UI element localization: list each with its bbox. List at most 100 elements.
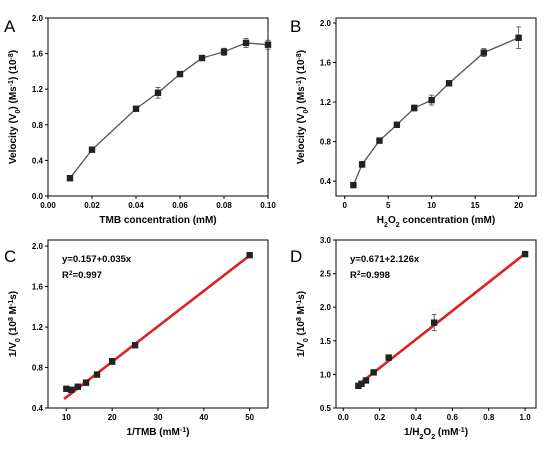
y-axis-label: 1/V0 (108 M-1s) <box>8 291 22 357</box>
y-tick-label: 2.0 <box>32 14 44 23</box>
data-point <box>74 383 81 390</box>
r-squared-label: R2=0.997 <box>62 270 102 282</box>
fit-line <box>357 252 526 387</box>
data-point <box>176 70 184 78</box>
fit-equation: y=0.671+2.126x <box>350 254 420 265</box>
panel-label: A <box>4 17 16 36</box>
x-tick-label: 0.04 <box>128 201 144 210</box>
x-axis-label: 1/H2O2 (mM-1) <box>404 427 468 441</box>
chart-panel-c: C 10 20 30 40 50 0.4 0.8 1.2 1.6 2.0 1/TMB (mM-1) 1/… <box>4 239 269 439</box>
x-tick-label: 30 <box>154 413 163 422</box>
data-point <box>385 354 392 361</box>
data-point <box>66 175 74 182</box>
y-tick-label: 1.6 <box>32 283 44 292</box>
x-tick-label: 0.2 <box>374 413 386 422</box>
x-tick-label: 0 <box>342 201 347 210</box>
y-tick-label: 0.8 <box>32 364 44 373</box>
series-line <box>69 42 269 179</box>
y-axis-label: Velocity (V0) (Ms-1) (10-8) <box>296 50 310 164</box>
x-tick-label: 20 <box>108 413 117 422</box>
series-line <box>352 37 519 186</box>
x-axis-label: H2O2 concentration (mM) <box>377 215 495 229</box>
y-tick-label: 3.0 <box>320 236 332 245</box>
y-tick-label: 2.0 <box>320 303 332 312</box>
y-tick-label: 1.2 <box>32 323 44 332</box>
panel-label: B <box>290 17 301 36</box>
data-point <box>131 342 139 349</box>
data-point <box>88 146 96 153</box>
data-point <box>220 48 228 56</box>
data-point <box>242 39 250 47</box>
x-tick-label: 40 <box>199 413 208 422</box>
x-tick-label: 0.0 <box>338 413 350 422</box>
y-tick-label: 0.8 <box>32 121 44 130</box>
y-tick-label: 0.4 <box>32 156 44 165</box>
fit-equation: y=0.157+0.035x <box>62 254 132 265</box>
chart-panel-d: D 0.0 0.2 0.4 0.6 0.8 1.0 0.5 1.0 1.5 2.0 2.5 3.0 1/H… <box>290 236 537 441</box>
data-point <box>93 371 101 378</box>
x-tick-label: 0.6 <box>447 413 459 422</box>
x-tick-label: 0.4 <box>410 413 422 422</box>
data-point <box>198 54 206 62</box>
y-tick-label: 0.0 <box>32 192 44 201</box>
y-tick-label: 0.4 <box>32 404 44 413</box>
x-tick-label: 15 <box>471 201 480 210</box>
x-tick-label: 0.06 <box>172 201 188 210</box>
data-point <box>264 41 272 48</box>
x-tick-label: 0.00 <box>40 201 56 210</box>
x-tick-label: 5 <box>386 201 391 210</box>
y-tick-label: 1.5 <box>320 337 332 346</box>
y-tick-label: 1.6 <box>32 50 44 59</box>
plot-frame <box>47 17 269 197</box>
y-tick-label: 2.0 <box>32 242 44 251</box>
y-tick-label: 1.6 <box>320 59 332 68</box>
data-point <box>521 250 529 258</box>
data-point <box>358 380 365 388</box>
data-point <box>480 49 488 56</box>
chart-panel-a: A 0.00 0.02 0.04 0.06 0.08 0.10 0.0 0.4 0.8 1.2 1.6… <box>4 14 276 226</box>
panel-label: D <box>290 247 302 266</box>
data-point <box>393 121 401 128</box>
data-point <box>132 105 140 112</box>
data-point <box>430 319 438 326</box>
data-point <box>68 386 75 393</box>
chart-panel-b: B 0 5 10 15 20 0.4 0.8 1.2 1.6 2.0 H2O2 concentrati… <box>290 17 537 229</box>
data-point <box>154 89 162 96</box>
data-point <box>246 251 253 259</box>
data-point <box>350 181 357 189</box>
data-point <box>370 369 377 376</box>
data-point <box>358 161 366 168</box>
r-squared-label: R2=0.998 <box>350 270 390 282</box>
data-point <box>515 34 522 41</box>
x-tick-label: 0.8 <box>483 413 495 422</box>
data-point <box>445 80 453 87</box>
y-tick-label: 0.8 <box>320 138 332 147</box>
y-tick-label: 0.5 <box>320 404 332 413</box>
y-tick-label: 1.2 <box>32 85 44 94</box>
plot-frame <box>335 17 537 197</box>
x-tick-label: 10 <box>427 201 436 210</box>
data-point <box>376 137 383 144</box>
x-axis-label: TMB concentration (mM) <box>99 215 216 226</box>
x-axis-label: 1/TMB (mM-1) <box>127 427 190 439</box>
y-axis-label: Velocity (V0) (Ms-1) (10-8) <box>8 50 22 164</box>
x-tick-label: 0.10 <box>260 201 276 210</box>
panel-label: C <box>4 247 16 266</box>
data-point <box>82 379 90 386</box>
y-tick-label: 1.0 <box>320 370 332 379</box>
data-point <box>411 104 418 112</box>
x-tick-label: 0.08 <box>216 201 232 210</box>
x-tick-label: 50 <box>245 413 254 422</box>
x-tick-label: 1.0 <box>520 413 532 422</box>
x-tick-label: 20 <box>514 201 523 210</box>
y-axis-label: 1/V0 (108 M-1s) <box>296 291 310 357</box>
data-point <box>428 96 435 104</box>
plot-frame <box>335 239 537 409</box>
x-tick-label: 0.02 <box>84 201 100 210</box>
y-tick-label: 2.5 <box>320 270 332 279</box>
data-point <box>362 377 370 384</box>
x-tick-label: 10 <box>62 413 71 422</box>
y-tick-label: 0.4 <box>320 177 332 186</box>
data-point <box>108 358 116 365</box>
